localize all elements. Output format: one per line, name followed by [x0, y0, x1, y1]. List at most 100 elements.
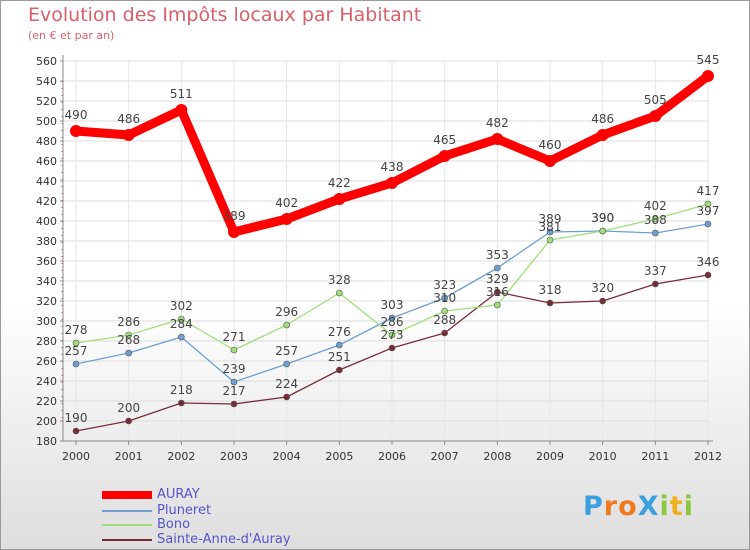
data-point: [599, 227, 606, 235]
data-point: [70, 125, 82, 137]
data-point: [72, 339, 80, 347]
data-label: 276: [328, 325, 351, 339]
data-point: [122, 129, 135, 141]
data-label: 460: [539, 138, 562, 152]
data-point: [494, 264, 501, 272]
data-point: [388, 314, 396, 322]
y-tick-label: 260: [36, 355, 57, 368]
y-tick-label: 500: [36, 115, 57, 128]
x-tick-label: 2002: [167, 450, 195, 463]
data-point: [283, 321, 290, 329]
data-point: [230, 378, 238, 386]
chart-title: Evolution des Impôts locaux par Habitant: [28, 4, 422, 26]
data-label: 490: [65, 108, 88, 122]
data-point: [283, 393, 290, 401]
data-point: [544, 155, 556, 167]
x-tick-label: 2006: [378, 450, 406, 463]
data-point: [649, 110, 662, 122]
data-point: [494, 301, 501, 309]
data-label: 278: [65, 323, 88, 337]
data-point: [438, 150, 451, 162]
data-point: [652, 280, 659, 288]
x-tick-label: 2004: [273, 450, 301, 463]
legend-swatch: [102, 510, 152, 512]
data-label: 390: [591, 211, 614, 225]
logo-letter: X: [637, 491, 660, 522]
data-label: 224: [275, 377, 298, 391]
data-label: 417: [697, 184, 720, 198]
data-label: 296: [275, 305, 298, 319]
logo-letter: i: [659, 491, 670, 522]
data-point: [702, 70, 714, 82]
data-label: 268: [117, 333, 140, 347]
y-tick-label: 360: [36, 255, 57, 268]
data-label: 239: [223, 362, 246, 376]
y-tick-label: 540: [36, 75, 57, 88]
data-label: 257: [65, 344, 88, 358]
y-tick-label: 440: [36, 175, 57, 188]
logo-letter: r: [603, 491, 619, 522]
logo-letter: o: [618, 491, 638, 522]
data-point: [178, 333, 185, 341]
data-label: 200: [117, 401, 140, 415]
data-label: 286: [117, 315, 140, 329]
data-point: [175, 104, 188, 116]
data-point: [336, 289, 343, 297]
data-label: 390: [591, 211, 614, 225]
data-label: 271: [223, 330, 246, 344]
data-label: 310: [433, 291, 456, 305]
data-point: [652, 215, 659, 223]
data-label: 328: [328, 273, 351, 287]
legend-label: Pluneret: [157, 503, 212, 518]
y-tick-label: 520: [36, 95, 57, 108]
y-tick-label: 280: [36, 335, 57, 348]
data-point: [336, 366, 343, 374]
legend-label: Sainte-Anne-d'Auray: [157, 532, 291, 547]
y-tick-label: 460: [36, 155, 57, 168]
data-point: [441, 329, 448, 337]
data-point: [491, 133, 504, 145]
data-point: [72, 427, 80, 435]
data-point: [230, 346, 238, 354]
legend-swatch: [102, 491, 152, 499]
x-tick-label: 2008: [483, 450, 511, 463]
data-label: 318: [539, 283, 562, 297]
data-point: [125, 331, 132, 339]
x-tick-label: 2007: [431, 450, 459, 463]
data-point: [333, 193, 346, 205]
data-point: [230, 400, 238, 408]
x-tick-label: 2009: [536, 450, 564, 463]
data-point: [178, 399, 185, 407]
data-label: 505: [644, 93, 667, 107]
data-label: 273: [381, 328, 404, 342]
data-label: 303: [381, 298, 404, 312]
data-point: [704, 200, 712, 208]
y-tick-label: 300: [36, 315, 57, 328]
data-point: [72, 360, 80, 368]
y-tick-label: 320: [36, 295, 57, 308]
data-label: 346: [697, 255, 720, 269]
data-label: 465: [433, 133, 456, 147]
data-point: [599, 297, 606, 305]
data-label: 381: [539, 220, 562, 234]
data-label: 284: [170, 317, 193, 331]
data-label: 486: [591, 112, 614, 126]
logo-letter: i: [683, 491, 694, 522]
x-tick-label: 2003: [220, 450, 248, 463]
data-label: 329: [486, 272, 509, 286]
data-label: 389: [223, 209, 246, 223]
x-tick-label: 2005: [325, 450, 353, 463]
data-label: 251: [328, 350, 351, 364]
data-label: 337: [644, 264, 667, 278]
y-tick-label: 340: [36, 275, 57, 288]
x-tick-label: 2010: [589, 450, 617, 463]
data-point: [546, 228, 554, 236]
data-label: 545: [697, 53, 720, 67]
data-point: [596, 129, 609, 141]
data-label: 217: [223, 384, 246, 398]
y-tick-label: 180: [36, 435, 57, 448]
legend-label: AURAY: [157, 487, 200, 502]
chart-subtitle: (en € et par an): [28, 29, 115, 42]
